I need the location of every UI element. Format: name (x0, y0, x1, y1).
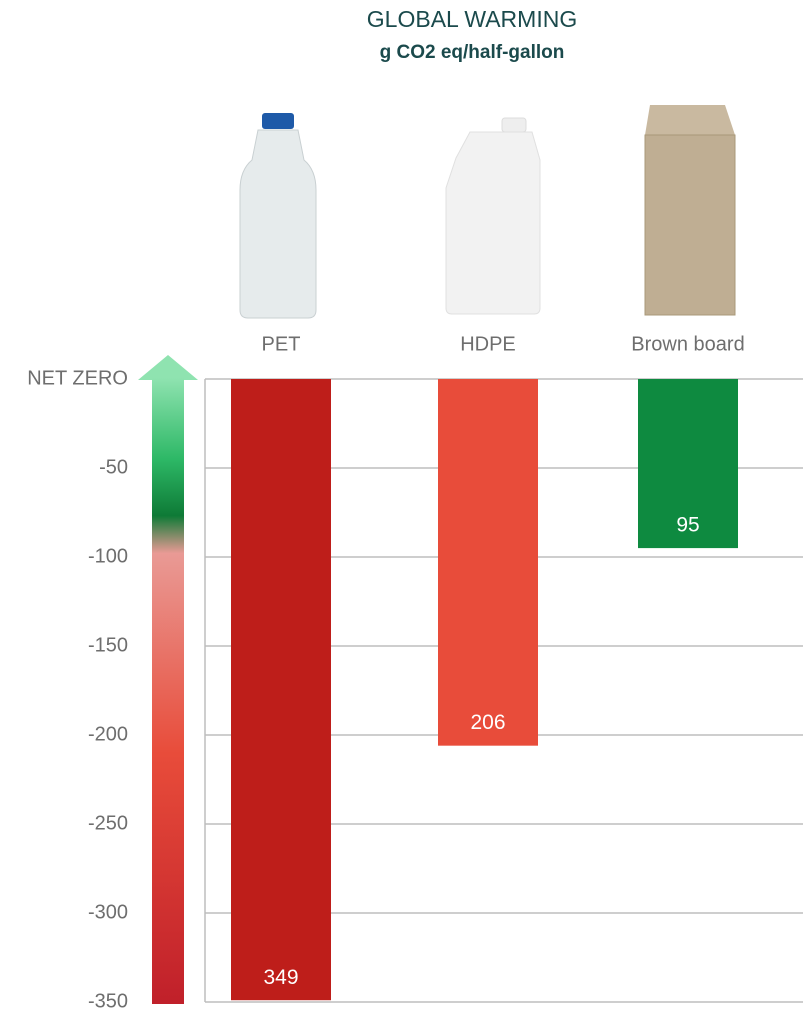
y-tick-label: -100 (88, 545, 128, 567)
x-tick-label: Brown board (631, 333, 744, 355)
y-tick-label: -200 (88, 723, 128, 745)
bar (231, 379, 331, 1000)
chart-subtitle: g CO2 eq/half-gallon (380, 42, 565, 63)
pet-bottle-icon (240, 113, 316, 318)
y-tick-label: -150 (88, 634, 128, 656)
value-label: 206 (470, 711, 505, 734)
carton-icon (645, 105, 735, 315)
x-tick-label: HDPE (460, 333, 516, 355)
y-tick-label: NET ZERO (27, 367, 128, 389)
chart-title: GLOBAL WARMING (367, 6, 577, 32)
x-tick-label: PET (262, 333, 301, 355)
value-label: 95 (676, 514, 699, 537)
value-label: 349 (263, 966, 298, 989)
hdpe-jug-icon (446, 118, 540, 314)
gradient-arrow (138, 355, 198, 1004)
y-tick-label: -300 (88, 901, 128, 923)
y-tick-label: -250 (88, 812, 128, 834)
bar (438, 379, 538, 746)
chart: GLOBAL WARMING g CO2 eq/half-gallon NET … (0, 0, 803, 1016)
y-tick-label: -50 (99, 456, 128, 478)
y-tick-label: -350 (88, 990, 128, 1012)
